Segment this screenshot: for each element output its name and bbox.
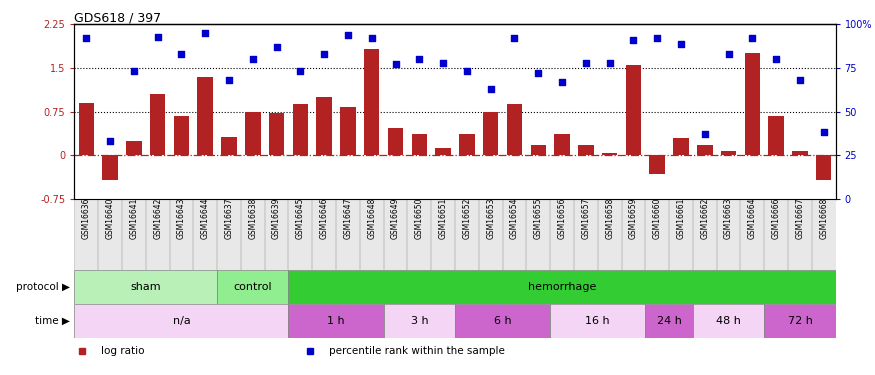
- Point: [769, 56, 783, 62]
- Point: [531, 70, 545, 76]
- Text: 6 h: 6 h: [493, 316, 511, 326]
- Bar: [697, 145, 712, 155]
- Bar: [388, 128, 403, 155]
- Text: time ▶: time ▶: [35, 316, 70, 326]
- Bar: [550, 304, 646, 338]
- Text: protocol ▶: protocol ▶: [16, 282, 70, 292]
- Text: 48 h: 48 h: [716, 316, 741, 326]
- Bar: [174, 116, 189, 155]
- Bar: [555, 134, 570, 155]
- Text: 16 h: 16 h: [585, 316, 610, 326]
- Bar: [317, 97, 332, 155]
- Point: [507, 35, 522, 41]
- Bar: [721, 150, 736, 155]
- Point: [460, 69, 474, 75]
- Text: sham: sham: [130, 282, 161, 292]
- Point: [793, 77, 807, 83]
- Bar: [768, 116, 784, 155]
- Bar: [693, 304, 764, 338]
- Point: [317, 51, 331, 57]
- Bar: [578, 145, 593, 155]
- Bar: [436, 148, 451, 155]
- Point: [674, 40, 688, 46]
- Bar: [364, 50, 380, 155]
- Text: n/a: n/a: [172, 316, 190, 326]
- Bar: [602, 153, 618, 155]
- Bar: [764, 304, 836, 338]
- Bar: [102, 155, 118, 180]
- Bar: [150, 94, 165, 155]
- Bar: [289, 304, 383, 338]
- Point: [650, 35, 664, 41]
- Point: [388, 62, 402, 68]
- Bar: [292, 104, 308, 155]
- Point: [127, 69, 141, 75]
- Bar: [673, 138, 689, 155]
- Point: [722, 51, 736, 57]
- Bar: [792, 150, 808, 155]
- Text: hemorrhage: hemorrhage: [528, 282, 596, 292]
- Bar: [217, 270, 289, 304]
- Point: [626, 37, 640, 43]
- Point: [816, 129, 830, 135]
- Bar: [79, 103, 94, 155]
- Text: percentile rank within the sample: percentile rank within the sample: [329, 346, 505, 355]
- Bar: [221, 137, 237, 155]
- Text: 72 h: 72 h: [788, 316, 812, 326]
- Point: [199, 30, 213, 36]
- Bar: [289, 270, 836, 304]
- Point: [746, 35, 760, 41]
- Text: GDS618 / 397: GDS618 / 397: [74, 11, 162, 24]
- Text: control: control: [234, 282, 272, 292]
- Point: [697, 131, 711, 137]
- Bar: [455, 304, 550, 338]
- Bar: [530, 145, 546, 155]
- Bar: [126, 141, 142, 155]
- Bar: [507, 104, 522, 155]
- Bar: [340, 108, 355, 155]
- Bar: [626, 65, 641, 155]
- Point: [174, 51, 188, 57]
- Text: 1 h: 1 h: [327, 316, 345, 326]
- Bar: [745, 54, 760, 155]
- Bar: [649, 155, 665, 174]
- Bar: [269, 113, 284, 155]
- Bar: [74, 304, 289, 338]
- Bar: [459, 134, 474, 155]
- Point: [412, 56, 426, 62]
- Point: [222, 77, 236, 83]
- Point: [555, 79, 569, 85]
- Point: [341, 32, 355, 38]
- Bar: [74, 270, 217, 304]
- Text: log ratio: log ratio: [101, 346, 144, 355]
- Point: [436, 60, 450, 66]
- Point: [365, 35, 379, 41]
- Bar: [198, 77, 213, 155]
- Bar: [483, 112, 499, 155]
- Point: [603, 60, 617, 66]
- Bar: [646, 304, 693, 338]
- Point: [246, 56, 260, 62]
- Text: 24 h: 24 h: [656, 316, 682, 326]
- Text: 3 h: 3 h: [410, 316, 428, 326]
- Point: [484, 86, 498, 92]
- Point: [150, 34, 164, 40]
- Point: [80, 35, 94, 41]
- Bar: [383, 304, 455, 338]
- Point: [579, 60, 593, 66]
- Bar: [816, 155, 831, 180]
- Bar: [245, 112, 261, 155]
- Point: [103, 138, 117, 144]
- Bar: [411, 134, 427, 155]
- Point: [293, 69, 307, 75]
- Point: [270, 44, 284, 50]
